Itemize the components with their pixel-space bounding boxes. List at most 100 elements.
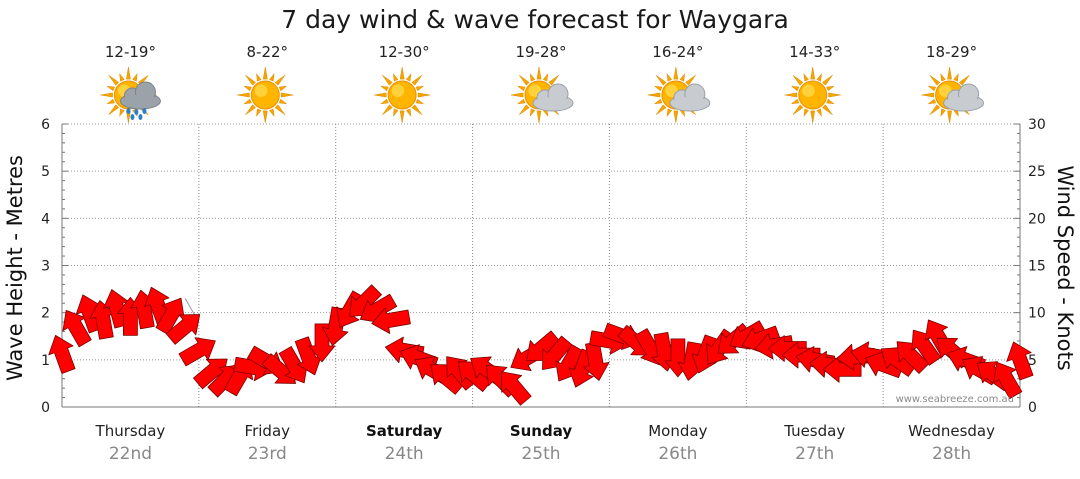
sun-ray — [947, 110, 952, 124]
sun-ray — [927, 98, 937, 105]
wind-arrow — [48, 334, 76, 374]
sun-ray — [529, 72, 536, 82]
temperature-label: 12-19° — [105, 43, 156, 61]
sun-cloud-icon — [510, 66, 574, 124]
rain-drop — [142, 108, 147, 114]
wind-arrow — [371, 307, 411, 334]
day-label: Tuesday — [783, 422, 845, 440]
sun-ray — [518, 104, 530, 116]
sun-ray — [816, 72, 822, 82]
temperature-label: 12-30° — [379, 43, 430, 61]
sun-ray — [243, 98, 252, 105]
sun-ray — [382, 74, 393, 86]
sun-ray — [653, 98, 663, 105]
sun-ray — [536, 66, 542, 80]
left-tick-label: 3 — [41, 259, 50, 275]
sun-ray — [927, 85, 937, 92]
sun-ray — [921, 92, 934, 98]
sun-ray — [380, 98, 389, 105]
sun-ray — [828, 92, 841, 98]
cloud-fill — [121, 95, 160, 107]
left-axis-label: Wave Height - Metres — [3, 155, 27, 381]
sun-ray — [822, 104, 833, 116]
sun-ray — [392, 108, 399, 118]
sun-ray — [100, 92, 113, 98]
wind-arrow — [583, 341, 610, 381]
sun-icon — [374, 66, 431, 124]
sun-ray — [666, 72, 673, 82]
sun-cloud-rain-icon — [100, 66, 161, 124]
sun-ray — [790, 85, 800, 92]
sun-ray — [262, 110, 268, 124]
sun-ray — [679, 72, 686, 82]
rain-drop — [134, 109, 139, 115]
day-label: Thursday — [95, 422, 166, 440]
sun-ray — [106, 98, 115, 105]
sun-ray — [280, 92, 294, 98]
sun-ray — [529, 108, 536, 118]
sun-ray — [516, 85, 526, 92]
sun-ray — [940, 72, 946, 82]
date-label: 25th — [521, 444, 560, 464]
sun-ray — [655, 74, 667, 86]
sun-ray — [274, 74, 286, 86]
temperature-label: 16-24° — [652, 43, 703, 61]
rain-drop — [126, 108, 131, 114]
right-tick-label: 25 — [1028, 164, 1046, 180]
sun-ray — [685, 74, 696, 86]
sun-ray — [256, 72, 262, 82]
date-label: 23rd — [248, 444, 287, 464]
date-label: 28th — [932, 444, 971, 464]
day-labels: Thursday 22nd Friday 23rd Saturday 24th Sunday… — [95, 422, 996, 464]
sun-ray — [953, 72, 959, 82]
sun-ray — [119, 72, 125, 82]
right-tick-label: 20 — [1028, 211, 1046, 227]
sun-ray — [518, 74, 530, 86]
rain-drop — [138, 114, 143, 120]
date-label: 27th — [795, 444, 834, 464]
wind-arrow — [62, 309, 92, 348]
sun-ray — [655, 104, 667, 116]
sun-ray — [792, 104, 804, 116]
sun-ray — [243, 85, 252, 92]
sun-ray — [653, 85, 663, 92]
sun-cloud-icon — [647, 66, 711, 124]
sun-ray — [245, 104, 256, 116]
sun-icon — [784, 66, 841, 124]
date-label: 22nd — [109, 444, 152, 464]
right-axis-label: Wind Speed - Knots — [1053, 165, 1077, 370]
cloud-fill — [944, 97, 983, 109]
right-tick-label: 30 — [1028, 117, 1046, 133]
sun-ray — [417, 92, 431, 98]
sun-ray — [269, 108, 275, 118]
wind-arrow — [993, 361, 1023, 400]
left-tick-label: 5 — [41, 164, 50, 180]
weather-icons — [100, 66, 985, 124]
cloud-fill — [534, 97, 572, 109]
sun-ray — [256, 108, 262, 118]
sun-ray — [940, 108, 946, 118]
sun-ray — [411, 104, 423, 116]
credit-text: www.seabreeze.com.au — [896, 394, 1014, 405]
sun-ray — [274, 104, 286, 116]
temperature-label: 18-29° — [926, 43, 977, 61]
sun-ray — [810, 110, 816, 124]
sun-ray — [803, 108, 809, 118]
right-tick-label: 15 — [1028, 259, 1046, 275]
sun-ray — [278, 85, 288, 92]
sun-ray — [516, 98, 526, 105]
day-label: Saturday — [366, 422, 443, 440]
sun-ray — [542, 72, 549, 82]
sun-ray — [784, 92, 798, 98]
sun-ray — [415, 98, 425, 105]
sun-icon — [237, 66, 294, 124]
sun-ray — [119, 108, 125, 118]
day-label: Wednesday — [908, 422, 995, 440]
left-tick-label: 0 — [41, 400, 50, 416]
sun-ray — [673, 110, 679, 124]
sun-ray — [126, 66, 131, 80]
day-label: Monday — [648, 422, 707, 440]
sun-ray — [647, 92, 661, 98]
left-tick-label: 1 — [41, 353, 50, 369]
